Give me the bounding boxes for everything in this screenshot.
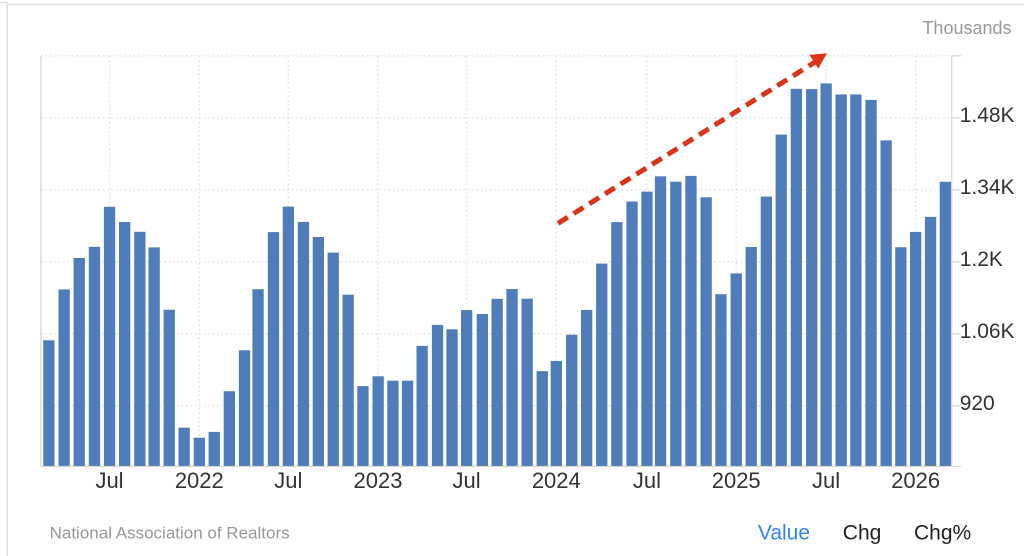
svg-text:1.48K: 1.48K [960,104,1015,127]
svg-text:920: 920 [960,392,995,415]
svg-text:2023: 2023 [354,468,403,493]
svg-text:Chg: Chg [843,522,882,545]
svg-text:1.06K: 1.06K [960,320,1015,343]
svg-text:1.34K: 1.34K [960,176,1015,199]
svg-text:2025: 2025 [712,468,761,493]
svg-text:1.2K: 1.2K [960,248,1003,271]
svg-text:Jul: Jul [453,468,481,493]
svg-text:2022: 2022 [175,468,224,493]
svg-text:Jul: Jul [274,468,302,493]
svg-text:Thousands: Thousands [922,18,1011,38]
svg-text:Chg%: Chg% [914,522,971,545]
svg-text:Jul: Jul [812,468,840,493]
svg-text:2026: 2026 [891,468,940,493]
svg-text:National Association of Realto: National Association of Realtors [50,524,290,543]
svg-text:Jul: Jul [633,468,661,493]
svg-text:Value: Value [758,522,810,545]
svg-text:Jul: Jul [95,468,123,493]
svg-text:2024: 2024 [532,468,581,493]
